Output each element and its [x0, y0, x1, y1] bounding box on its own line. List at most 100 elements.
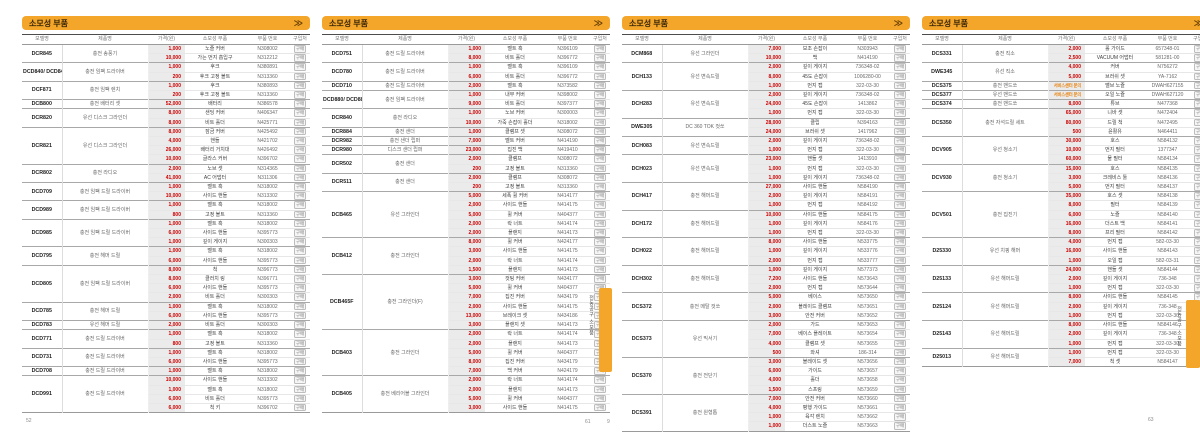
buy-link[interactable]: 구매 [893, 294, 907, 301]
buy-link[interactable]: 구매 [593, 174, 607, 182]
buy-link[interactable]: 구매 [593, 137, 607, 145]
buy-link[interactable]: 구매 [1193, 165, 1200, 173]
buy-link[interactable]: 구매 [1193, 63, 1200, 71]
buy-link[interactable]: 구매 [1193, 128, 1200, 136]
buy-link[interactable]: 구매 [293, 404, 307, 412]
buy-link[interactable]: 구매 [593, 165, 607, 173]
buy-link[interactable]: 구매 [893, 238, 907, 246]
buy-link[interactable]: 구매 [293, 349, 307, 357]
buy-link[interactable]: 구매 [293, 238, 307, 246]
buy-link[interactable]: 구매 [593, 183, 607, 191]
chevron-right-icon[interactable]: ≫ [893, 17, 903, 28]
buy-link[interactable]: 구매 [593, 211, 607, 219]
buy-link[interactable]: 구매 [593, 266, 607, 274]
buy-link[interactable]: 구매 [893, 192, 907, 200]
buy-link[interactable]: 구매 [593, 73, 607, 81]
buy-link[interactable]: 구매 [293, 275, 307, 283]
buy-link[interactable]: 구매 [1193, 266, 1200, 274]
buy-link[interactable]: 구매 [593, 238, 607, 246]
buy-link[interactable]: 구매 [893, 275, 907, 283]
buy-link[interactable]: 구매 [893, 358, 907, 366]
buy-link[interactable]: 구매 [293, 82, 307, 90]
buy-link[interactable]: 구매 [593, 376, 607, 384]
buy-link[interactable]: 구매 [1193, 119, 1200, 127]
index-tab[interactable] [599, 288, 612, 372]
buy-link[interactable]: 구매 [593, 395, 607, 403]
buy-link[interactable]: 구매 [593, 146, 607, 154]
buy-link[interactable]: 구매 [593, 275, 607, 283]
buy-link[interactable]: 구매 [593, 386, 607, 394]
buy-link[interactable]: 구매 [293, 119, 307, 127]
buy-link[interactable]: 구매 [893, 220, 907, 228]
buy-link[interactable]: 구매 [293, 312, 307, 320]
buy-link[interactable]: 구매 [893, 266, 907, 274]
buy-link[interactable]: 구매 [1193, 192, 1200, 200]
buy-link[interactable]: 구매 [1193, 146, 1200, 154]
buy-link[interactable]: 구매 [893, 422, 907, 430]
buy-link[interactable]: 구매 [893, 174, 907, 182]
buy-link[interactable]: 구매 [293, 183, 307, 191]
buy-link[interactable]: 구매 [293, 358, 307, 366]
buy-link[interactable]: 구매 [893, 137, 907, 145]
buy-link[interactable]: 구매 [593, 91, 607, 99]
buy-link[interactable]: 구매 [593, 201, 607, 209]
buy-link[interactable]: 구매 [893, 257, 907, 265]
buy-link[interactable]: 구매 [293, 266, 307, 274]
buy-link[interactable]: 구매 [893, 73, 907, 81]
index-tab[interactable] [1186, 300, 1200, 368]
buy-link[interactable]: 구매 [893, 229, 907, 237]
buy-link[interactable]: 구매 [293, 155, 307, 163]
buy-link[interactable]: 구매 [593, 82, 607, 90]
buy-link[interactable]: 구매 [293, 395, 307, 403]
buy-link[interactable]: 구매 [293, 211, 307, 219]
buy-link[interactable]: 구매 [293, 63, 307, 71]
buy-link[interactable]: 구매 [293, 257, 307, 265]
buy-link[interactable]: 구매 [293, 321, 307, 329]
buy-link[interactable]: 구매 [893, 367, 907, 375]
buy-link[interactable]: 구매 [1193, 82, 1200, 90]
buy-link[interactable]: 구매 [893, 82, 907, 90]
buy-link[interactable]: 구매 [293, 386, 307, 394]
buy-link[interactable]: 구매 [1193, 73, 1200, 81]
buy-link[interactable]: 구매 [1193, 229, 1200, 237]
buy-link[interactable]: 구매 [893, 340, 907, 347]
buy-link[interactable]: 구매 [293, 54, 307, 62]
buy-link[interactable]: 구매 [893, 395, 907, 403]
buy-link[interactable]: 구매 [293, 45, 307, 53]
buy-link[interactable]: 구매 [593, 45, 607, 53]
buy-link[interactable]: 구매 [293, 137, 307, 145]
buy-link[interactable]: 구매 [593, 109, 607, 117]
buy-link[interactable]: 구매 [893, 91, 907, 99]
chevron-right-icon[interactable]: ≫ [593, 17, 603, 28]
buy-link[interactable]: 구매 [593, 404, 607, 412]
buy-link[interactable]: 구매 [893, 54, 907, 62]
buy-link[interactable]: 구매 [593, 128, 607, 136]
buy-link[interactable]: 구매 [293, 165, 307, 173]
buy-link[interactable]: 구매 [893, 284, 907, 292]
buy-link[interactable]: 구매 [293, 128, 307, 136]
buy-link[interactable]: 구매 [893, 183, 907, 191]
buy-link[interactable]: 구매 [893, 201, 907, 209]
buy-link[interactable]: 구매 [293, 201, 307, 209]
chevron-right-icon[interactable]: ≫ [1193, 17, 1200, 28]
buy-link[interactable]: 구매 [1193, 220, 1200, 228]
buy-link[interactable]: 구매 [893, 312, 907, 320]
buy-link[interactable]: 구매 [293, 91, 307, 99]
buy-link[interactable]: 구매 [893, 45, 907, 53]
buy-link[interactable]: 구매 [893, 303, 907, 311]
buy-link[interactable]: 구매 [893, 146, 907, 154]
buy-link[interactable]: 구매 [1193, 275, 1200, 283]
buy-link[interactable]: 구매 [1193, 155, 1200, 163]
buy-link[interactable]: 구매 [293, 220, 307, 228]
buy-link[interactable]: 구매 [593, 155, 607, 163]
buy-link[interactable]: 구매 [293, 73, 307, 81]
buy-link[interactable]: 구매 [293, 100, 307, 108]
buy-link[interactable]: 구매 [893, 376, 907, 384]
buy-link[interactable]: 구매 [1193, 238, 1200, 246]
buy-link[interactable]: 구매 [893, 119, 907, 127]
buy-link[interactable]: 구매 [893, 128, 907, 136]
buy-link[interactable]: 구매 [1193, 211, 1200, 219]
buy-link[interactable]: 구매 [1193, 257, 1200, 265]
chevron-right-icon[interactable]: ≫ [293, 17, 303, 28]
buy-link[interactable]: 구매 [593, 247, 607, 255]
